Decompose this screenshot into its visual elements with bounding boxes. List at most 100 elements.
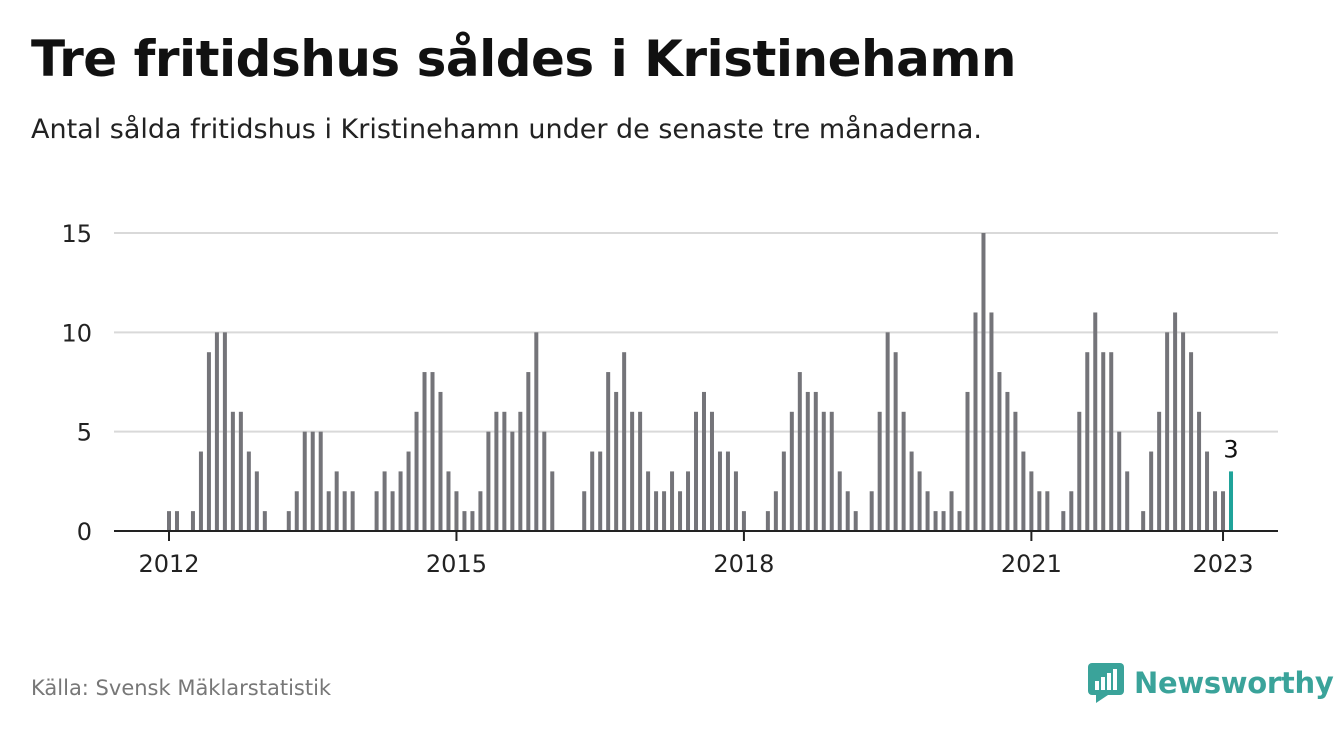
bar xyxy=(406,451,411,531)
bar xyxy=(606,372,611,531)
bar xyxy=(446,471,451,531)
bar xyxy=(454,491,459,531)
bar xyxy=(238,411,243,531)
labels: 0 5 10 15 2012 2015 2018 2021 2023 3 xyxy=(61,220,1253,578)
bar xyxy=(1141,511,1146,531)
bar xyxy=(1037,491,1042,531)
bar xyxy=(973,312,978,531)
bar xyxy=(382,471,387,531)
bar xyxy=(877,411,882,531)
bar xyxy=(294,491,299,531)
x-tick-label: 2015 xyxy=(426,550,487,578)
bar xyxy=(510,431,515,531)
bar xyxy=(909,451,914,531)
bar xyxy=(470,511,475,531)
bar xyxy=(550,471,555,531)
bar xyxy=(686,471,691,531)
bar xyxy=(837,471,842,531)
bar xyxy=(1205,451,1210,531)
bar xyxy=(390,491,395,531)
bar xyxy=(214,332,219,531)
chart-title: Tre fritidshus såldes i Kristinehamn xyxy=(31,30,1017,88)
bar xyxy=(829,411,834,531)
bar xyxy=(1013,411,1018,531)
bar xyxy=(534,332,539,531)
bar xyxy=(694,411,699,531)
bar xyxy=(478,491,483,531)
bar xyxy=(781,451,786,531)
bar xyxy=(813,391,818,531)
x-tick-label: 2012 xyxy=(138,550,199,578)
x-tick-label: 2018 xyxy=(713,550,774,578)
bar xyxy=(1109,352,1114,531)
bar xyxy=(198,451,203,531)
brand-logo: Newsworthy xyxy=(1088,660,1334,706)
bar xyxy=(342,491,347,531)
bar xyxy=(230,411,235,531)
highlight-data-label: 3 xyxy=(1223,435,1238,463)
bar xyxy=(789,411,794,531)
bar xyxy=(845,491,850,531)
bar xyxy=(422,372,427,531)
bar xyxy=(725,451,730,531)
bar xyxy=(949,491,954,531)
bar xyxy=(941,511,946,531)
bar xyxy=(1101,352,1106,531)
bar xyxy=(1197,411,1202,531)
bar-chart-speech-bubble-icon xyxy=(1088,663,1124,703)
bar xyxy=(222,332,227,531)
bar xyxy=(326,491,331,531)
bar xyxy=(997,372,1002,531)
bar xyxy=(917,471,922,531)
bar xyxy=(717,451,722,531)
bar xyxy=(1069,491,1074,531)
bar xyxy=(350,491,355,531)
bar xyxy=(1149,451,1154,531)
bar xyxy=(167,511,171,531)
bar xyxy=(246,451,251,531)
bar xyxy=(1045,491,1050,531)
bar xyxy=(622,352,627,531)
bar xyxy=(1077,411,1082,531)
bar xyxy=(925,491,930,531)
bar xyxy=(989,312,994,531)
bar xyxy=(670,471,675,531)
bar xyxy=(1181,332,1186,531)
y-tick-label: 10 xyxy=(61,319,92,347)
bar xyxy=(438,391,443,531)
bar xyxy=(853,511,858,531)
y-tick-label: 0 xyxy=(77,518,92,546)
x-tick-label: 2023 xyxy=(1192,550,1253,578)
bar xyxy=(1221,491,1226,531)
bar xyxy=(286,511,291,531)
bar xyxy=(262,511,267,531)
bar xyxy=(1005,391,1010,531)
bar xyxy=(254,471,259,531)
bar xyxy=(190,511,195,531)
bar xyxy=(1021,451,1026,531)
bar xyxy=(430,372,435,531)
bar xyxy=(1125,471,1130,531)
bar xyxy=(805,391,810,531)
bar xyxy=(398,471,403,531)
bar xyxy=(893,352,898,531)
bar xyxy=(486,431,491,531)
bar xyxy=(1173,312,1178,531)
bar xyxy=(1061,511,1066,531)
bar xyxy=(310,431,315,531)
bar xyxy=(526,372,531,531)
bar xyxy=(821,411,826,531)
bar xyxy=(901,411,906,531)
bar xyxy=(582,491,587,531)
bar xyxy=(765,511,770,531)
bar xyxy=(598,451,603,531)
bar xyxy=(1029,471,1034,531)
bar xyxy=(302,431,307,531)
bar xyxy=(869,491,874,531)
bar xyxy=(933,511,938,531)
bar xyxy=(502,411,507,531)
bar xyxy=(709,411,714,531)
bar xyxy=(981,233,986,531)
bar xyxy=(773,491,778,531)
bar xyxy=(646,471,651,531)
